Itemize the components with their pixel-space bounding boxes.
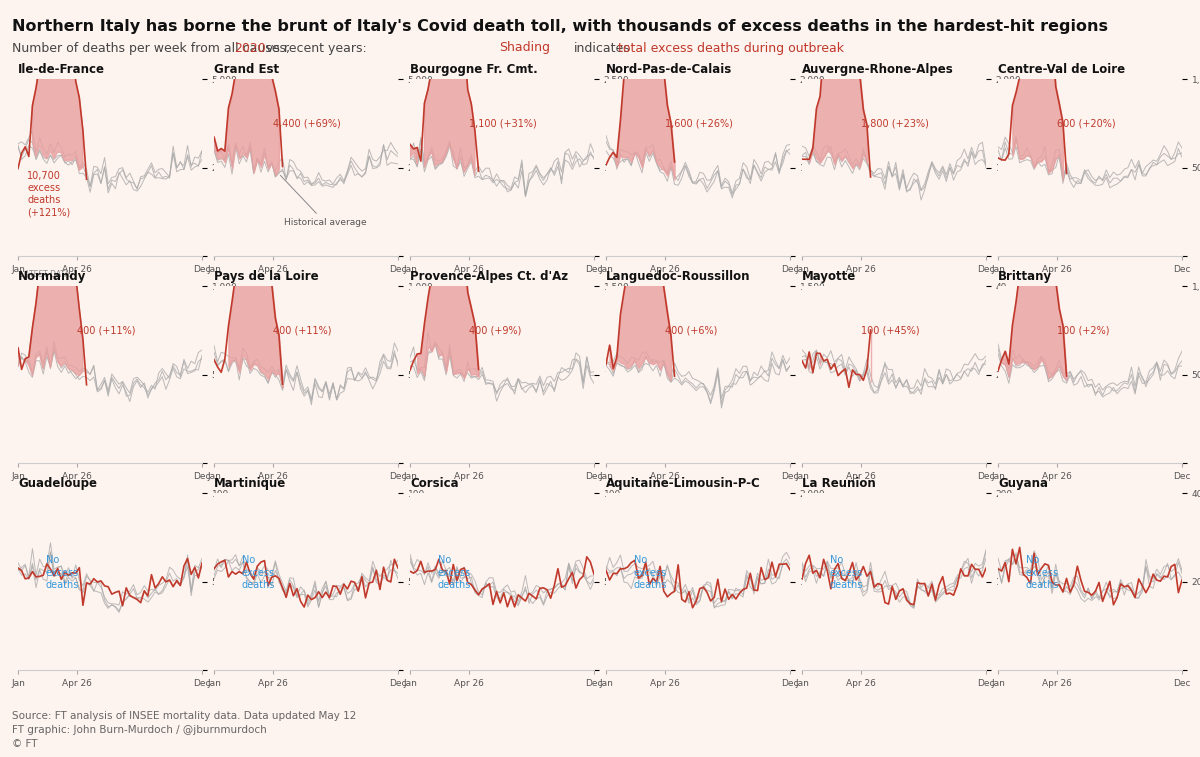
Text: 400 (+9%): 400 (+9%) bbox=[469, 326, 521, 335]
Text: Ile-de-France: Ile-de-France bbox=[18, 63, 106, 76]
Text: Auvergne-Rhone-Alpes: Auvergne-Rhone-Alpes bbox=[802, 63, 954, 76]
Text: Historical average: Historical average bbox=[281, 176, 366, 227]
Text: Pays de la Loire: Pays de la Loire bbox=[214, 269, 319, 282]
Text: Corsica: Corsica bbox=[410, 476, 458, 490]
Text: Nord-Pas-de-Calais: Nord-Pas-de-Calais bbox=[606, 63, 732, 76]
Text: Shading: Shading bbox=[499, 41, 551, 54]
Text: Mayotte: Mayotte bbox=[802, 269, 857, 282]
Text: Centre-Val de Loire: Centre-Val de Loire bbox=[998, 63, 1126, 76]
Text: No
excess
deaths: No excess deaths bbox=[438, 556, 470, 590]
Text: 10,700
excess
deaths
(+121%): 10,700 excess deaths (+121%) bbox=[28, 170, 71, 218]
Text: No
excess
deaths: No excess deaths bbox=[241, 556, 275, 590]
Text: Guyana: Guyana bbox=[998, 476, 1048, 490]
Text: 2020: 2020 bbox=[234, 42, 265, 55]
Text: indicates: indicates bbox=[574, 42, 630, 55]
Text: Martinique: Martinique bbox=[214, 476, 287, 490]
Text: Aquitaine-Limousin-P-C: Aquitaine-Limousin-P-C bbox=[606, 476, 761, 490]
Text: total excess deaths during outbreak: total excess deaths during outbreak bbox=[618, 42, 844, 55]
Text: Northern Italy has borne the brunt of Italy's Covid death toll, with thousands o: Northern Italy has borne the brunt of It… bbox=[12, 19, 1108, 34]
Text: La Reunion: La Reunion bbox=[802, 476, 876, 490]
Text: 1,800 (+23%): 1,800 (+23%) bbox=[860, 119, 929, 129]
Text: 1,100 (+31%): 1,100 (+31%) bbox=[469, 119, 536, 129]
Text: Number of deaths per week from all causes,: Number of deaths per week from all cause… bbox=[12, 42, 294, 55]
Text: 400 (+11%): 400 (+11%) bbox=[272, 326, 331, 335]
Text: 400 (+11%): 400 (+11%) bbox=[77, 326, 136, 335]
Text: 100 (+45%): 100 (+45%) bbox=[860, 326, 919, 335]
Text: 400 (+6%): 400 (+6%) bbox=[665, 326, 718, 335]
Text: LATEST DATA: LATEST DATA bbox=[20, 270, 70, 279]
Text: 4,400 (+69%): 4,400 (+69%) bbox=[272, 119, 341, 129]
Text: Languedoc-Roussillon: Languedoc-Roussillon bbox=[606, 269, 750, 282]
Text: Source: FT analysis of INSEE mortality data. Data updated May 12
FT graphic: Joh: Source: FT analysis of INSEE mortality d… bbox=[12, 712, 356, 749]
Text: Grand Est: Grand Est bbox=[214, 63, 280, 76]
Text: Bourgogne Fr. Cmt.: Bourgogne Fr. Cmt. bbox=[410, 63, 538, 76]
Text: Normandy: Normandy bbox=[18, 269, 86, 282]
Text: Provence-Alpes Ct. d'Az: Provence-Alpes Ct. d'Az bbox=[410, 269, 568, 282]
Text: Guadeloupe: Guadeloupe bbox=[18, 476, 97, 490]
Text: No
excess
deaths: No excess deaths bbox=[1026, 556, 1058, 590]
Text: vs recent years:: vs recent years: bbox=[266, 42, 367, 55]
Text: No
excess
deaths: No excess deaths bbox=[634, 556, 667, 590]
Text: Brittany: Brittany bbox=[998, 269, 1052, 282]
Text: 100 (+2%): 100 (+2%) bbox=[1057, 326, 1109, 335]
Text: No
excess
deaths: No excess deaths bbox=[46, 556, 79, 590]
Text: No
excess
deaths: No excess deaths bbox=[829, 556, 863, 590]
Text: 600 (+20%): 600 (+20%) bbox=[1057, 119, 1116, 129]
Text: 1,600 (+26%): 1,600 (+26%) bbox=[665, 119, 733, 129]
